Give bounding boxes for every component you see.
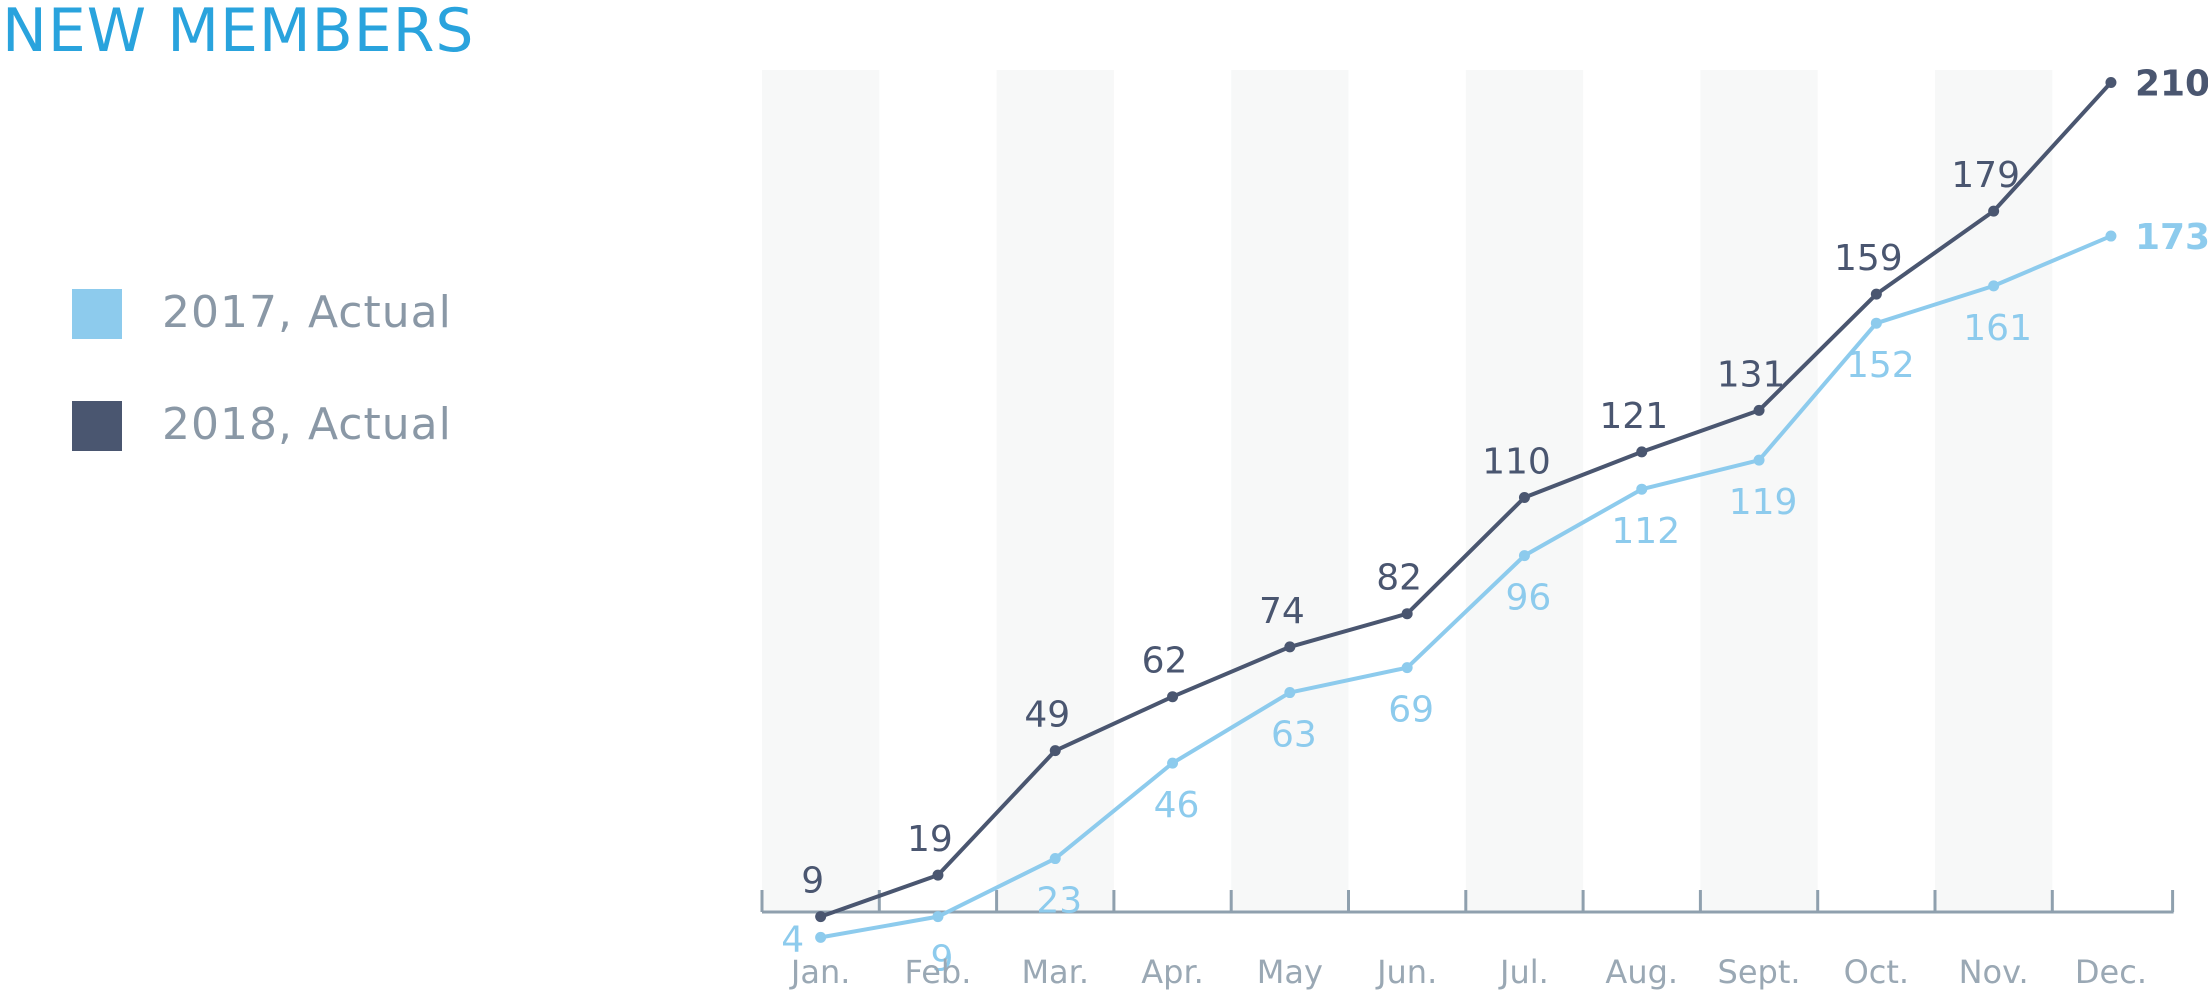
data-label: 4 <box>781 919 804 960</box>
month-label: Jul. <box>1498 953 1549 991</box>
data-label: 62 <box>1142 641 1188 682</box>
x-axis <box>760 890 2175 914</box>
series-lines <box>819 81 2113 940</box>
data-point <box>1988 205 2000 217</box>
data-label: 210 <box>2135 64 2208 105</box>
data-label: 131 <box>1717 354 1786 395</box>
month-label: Mar. <box>1021 953 1089 991</box>
band-4 <box>1231 70 1349 912</box>
data-point <box>1870 288 1882 300</box>
data-point <box>1167 757 1179 769</box>
data-point <box>1401 608 1413 620</box>
data-point <box>932 911 944 923</box>
data-label: 179 <box>1951 155 2020 196</box>
data-point <box>815 911 827 923</box>
data-label: 69 <box>1388 690 1434 731</box>
month-label: Sept. <box>1718 953 1801 991</box>
month-label: Jan. <box>789 953 851 991</box>
data-point <box>1518 492 1530 503</box>
data-label: 161 <box>1963 308 2032 349</box>
series-line-0 <box>820 234 2112 940</box>
data-point <box>932 869 944 881</box>
month-label: Apr. <box>1141 953 1204 991</box>
background-bands <box>762 70 2053 912</box>
month-label: May <box>1257 953 1323 991</box>
month-label: Jun. <box>1375 953 1437 991</box>
data-label: 23 <box>1036 881 1082 922</box>
data-label: 19 <box>907 819 953 860</box>
month-label: Nov. <box>1959 953 2029 991</box>
chart-title: NEW MEMBERS <box>2 0 475 66</box>
data-label: 9 <box>930 939 953 980</box>
month-label: Dec. <box>2075 953 2147 991</box>
series-line-1 <box>819 81 2113 919</box>
data-point <box>1284 641 1296 653</box>
data-point <box>1049 745 1061 757</box>
data-label: 119 <box>1729 482 1798 523</box>
data-point <box>1753 454 1765 466</box>
data-label: 112 <box>1611 511 1680 552</box>
band-0 <box>762 70 880 912</box>
data-label: 96 <box>1506 578 1552 619</box>
band-10 <box>1935 70 2053 912</box>
data-label: 74 <box>1259 591 1305 632</box>
data-label: 173 <box>2135 217 2208 258</box>
data-point <box>1518 550 1530 562</box>
data-point <box>1401 662 1413 674</box>
legend-swatch-2017 <box>72 289 122 339</box>
data-point <box>1636 446 1648 458</box>
month-label: Aug. <box>1605 953 1678 991</box>
data-point <box>1167 691 1179 703</box>
band-6 <box>1465 70 1584 912</box>
legend-swatch-2018 <box>72 401 122 451</box>
band-8 <box>1700 70 1818 912</box>
data-point <box>2105 230 2117 242</box>
data-label: 121 <box>1599 396 1668 437</box>
data-point <box>1753 404 1765 416</box>
data-label: 63 <box>1271 715 1317 756</box>
data-label: 82 <box>1376 558 1422 599</box>
data-label: 46 <box>1154 785 1200 826</box>
month-label: Feb. <box>905 953 972 991</box>
x-tick-labels: Jan. Feb. Mar. Apr. May Jun. Jul. Aug. Sept. Oct.… <box>789 953 2147 991</box>
band-2 <box>996 70 1114 912</box>
data-point <box>1988 280 2000 292</box>
data-point <box>1284 687 1296 699</box>
legend-label-2017: 2017, Actual <box>162 287 452 338</box>
data-labels: 4 923466369961121191521611739194962748211… <box>781 64 2208 980</box>
legend-label-2018: 2018, Actual <box>162 399 452 450</box>
data-point <box>2105 77 2117 88</box>
data-points <box>815 77 2117 943</box>
data-point <box>1049 853 1061 865</box>
data-label: 49 <box>1024 695 1070 736</box>
month-label: Oct. <box>1844 953 1910 991</box>
data-label: 152 <box>1846 345 1915 386</box>
data-label: 159 <box>1834 238 1903 279</box>
data-point <box>815 931 827 943</box>
data-point <box>1636 483 1648 495</box>
data-label: 110 <box>1482 442 1551 483</box>
data-label: 9 <box>801 861 824 902</box>
data-point <box>1870 317 1882 329</box>
